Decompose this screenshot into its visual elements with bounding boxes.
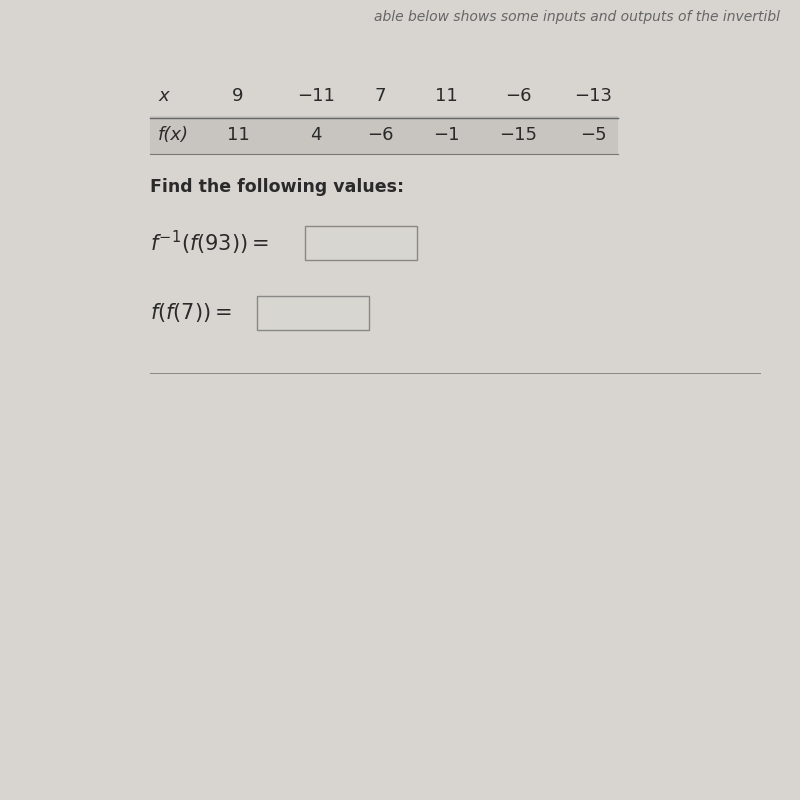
Text: 4: 4 [310, 126, 322, 144]
Text: −11: −11 [297, 87, 335, 105]
Text: −15: −15 [499, 126, 537, 144]
Text: −6: −6 [366, 126, 394, 144]
Text: −13: −13 [574, 87, 612, 105]
Text: 7: 7 [374, 87, 386, 105]
Text: $f(f(7))=$: $f(f(7))=$ [150, 302, 232, 325]
Bar [150, 116, 618, 154]
Text: $f^{-1}(f(93))=$: $f^{-1}(f(93))=$ [150, 229, 269, 257]
Text: −6: −6 [505, 87, 531, 105]
FancyBboxPatch shape [305, 226, 417, 260]
Text: 9: 9 [232, 87, 244, 105]
Text: Find the following values:: Find the following values: [150, 178, 404, 196]
Text: 11: 11 [434, 87, 458, 105]
Text: able below shows some inputs and outputs of the invertibl: able below shows some inputs and outputs… [374, 10, 780, 24]
Text: −1: −1 [433, 126, 459, 144]
FancyBboxPatch shape [257, 296, 369, 330]
Text: f(x): f(x) [158, 126, 189, 144]
Text: 11: 11 [226, 126, 250, 144]
Text: x: x [158, 87, 169, 105]
Text: −5: −5 [580, 126, 606, 144]
